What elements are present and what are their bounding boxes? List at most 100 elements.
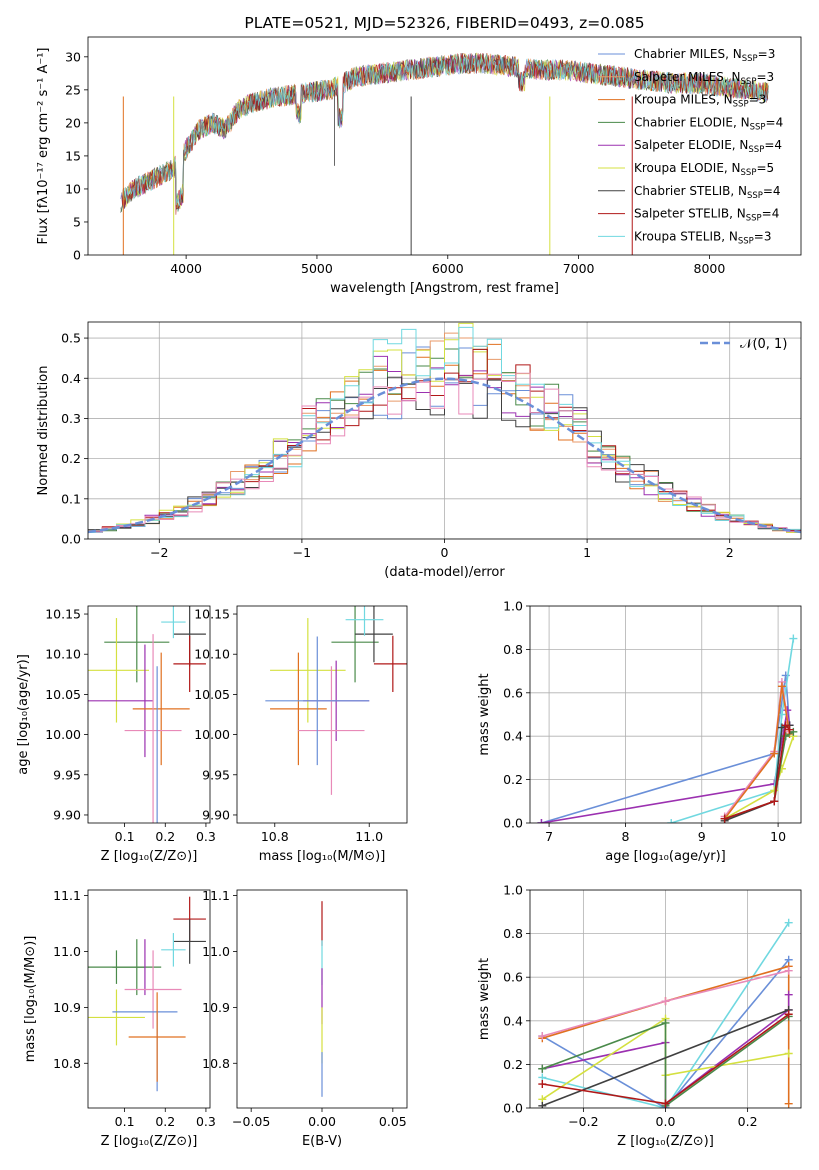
axes-frame [529, 605, 802, 824]
y-axis-label: mass weight [477, 958, 492, 1040]
errorbar-point [161, 606, 186, 639]
panel-4: 10.8 11.0 9.90 9.95 10.00 10.05 10.10 10.15 mass… [194, 605, 408, 864]
weight-marker [661, 1018, 670, 1027]
x-tick-label: 0.0 [656, 1114, 676, 1129]
y-axis-label: age [log₁₀(age/yr)] [16, 654, 31, 775]
legend-label: Kroupa ELODIE, NSSP=5 [634, 161, 774, 178]
x-axis-label: mass [log₁₀(M/M⊙)] [259, 849, 386, 864]
y-tick-label: 11.1 [53, 888, 81, 903]
weight-marker [770, 797, 779, 806]
y-axis-label: mass [log₁₀(M/M⊙)] [23, 936, 38, 1063]
y-tick-label: 0.0 [503, 1101, 523, 1116]
weight-line [542, 1015, 790, 1108]
y-tick-label: 10.15 [194, 607, 230, 622]
y-tick-label: 0.2 [503, 772, 523, 787]
y-tick-label: 10.00 [45, 727, 81, 742]
x-axis-label: wavelength [Angstrom, rest frame] [330, 281, 559, 296]
axes-frame [87, 889, 211, 1109]
x-tick-label: 0.2 [738, 1114, 758, 1129]
x-tick-label: 0.1 [115, 1114, 135, 1129]
x-tick-label: −0.2 [568, 1114, 598, 1129]
y-tick-label: 0.4 [503, 1013, 523, 1028]
plot-area [120, 52, 769, 255]
x-tick-label: −2 [150, 545, 168, 560]
x-tick-label: 0.05 [379, 1114, 407, 1129]
y-tick-label: 9.90 [202, 807, 230, 822]
weight-line [724, 723, 791, 820]
weight-line [670, 638, 795, 823]
errorbar-point [270, 652, 327, 766]
weight-marker [789, 634, 798, 643]
weight-marker [720, 814, 729, 823]
x-tick-label: 0 [441, 545, 449, 560]
y-tick-label: 10.9 [202, 1000, 230, 1015]
errorbar-point [161, 933, 186, 967]
weight-marker [667, 819, 676, 823]
x-axis-label: age [log₁₀(age/yr)] [605, 849, 726, 864]
legend-label: Chabrier MILES, NSSP=3 [634, 47, 775, 64]
x-axis-label: (data-model)/error [384, 565, 505, 580]
axes-frame [529, 889, 802, 1109]
weight-marker [784, 1049, 793, 1058]
errorbar-point [331, 606, 379, 683]
weight-line [541, 675, 791, 823]
x-tick-label: 0.3 [196, 829, 216, 844]
x-tick-label: 5000 [301, 261, 333, 276]
y-tick-label: 1.0 [503, 599, 523, 614]
y-tick-label: 0.8 [503, 642, 523, 657]
weight-marker [537, 819, 546, 823]
x-axis-label: E(B-V) [302, 1134, 342, 1149]
legend-label: Chabrier ELODIE, NSSP=4 [634, 115, 783, 132]
panel-1: 4000 5000 6000 7000 8000 0 5 10 15 20 25 30 waveleng… [36, 36, 802, 296]
y-tick-label: 10.8 [53, 1056, 81, 1071]
errorbar-point [124, 950, 182, 1029]
weight-marker [770, 749, 779, 758]
y-tick-label: 1.0 [503, 883, 523, 898]
y-tick-label: 15 [65, 148, 81, 163]
axes-frame [236, 605, 408, 824]
y-tick-label: 0.4 [503, 729, 523, 744]
errorbar-point [132, 652, 190, 766]
x-tick-label: 11.0 [355, 829, 383, 844]
y-tick-label: 10.8 [202, 1056, 230, 1071]
plot-area [265, 606, 407, 795]
panel-7: −0.05 0.00 0.05 10.8 10.9 11.0 11.1 E(B-V) [202, 888, 408, 1149]
y-tick-label: 10.00 [194, 727, 230, 742]
panel-8: −0.2 0.0 0.2 0.0 0.2 0.4 0.6 0.8 1.0 Z [log₁₀(Z/Z… [477, 883, 802, 1149]
weight-marker [784, 990, 793, 999]
y-tick-label: 30 [65, 49, 81, 64]
y-tick-label: 0.8 [503, 926, 523, 941]
y-tick-label: 0.2 [503, 1057, 523, 1072]
y-axis-label: mass weight [477, 673, 492, 755]
y-tick-label: 9.95 [202, 767, 230, 782]
errorbar-point [124, 634, 182, 823]
y-axis-label: Normed distribution [36, 366, 51, 496]
legend-label: Salpeter MILES, NSSP=3 [634, 70, 774, 87]
errorbar-point [298, 666, 365, 795]
x-tick-label: 7000 [563, 261, 595, 276]
axes-frame [87, 605, 211, 824]
errorbar-point [270, 618, 346, 723]
y-tick-label: 20 [65, 115, 81, 130]
legend-label: Chabrier STELIB, NSSP=4 [634, 184, 781, 201]
y-tick-label: 10.05 [45, 687, 81, 702]
y-tick-label: 0.2 [61, 451, 81, 466]
histogram-step [88, 322, 801, 533]
panel-6: 0.1 0.2 0.3 10.8 10.9 11.0 11.1 Z [log₁₀(Z/Z⊙)]… [23, 888, 216, 1149]
y-tick-label: 0.1 [61, 491, 81, 506]
plot-area [530, 890, 801, 1108]
plot-area [88, 606, 206, 823]
weight-marker [784, 1099, 793, 1108]
x-tick-label: 0.3 [196, 1114, 216, 1129]
axes-frame [87, 36, 802, 256]
panel-3: 0.1 0.2 0.3 9.90 9.95 10.00 10.05 10.10 10.15 Z [… [16, 605, 216, 864]
y-tick-label: 0.6 [503, 685, 523, 700]
y-tick-label: 9.95 [53, 767, 81, 782]
x-tick-label: 0.2 [155, 1114, 175, 1129]
y-tick-label: 0.0 [61, 532, 81, 547]
errorbar-point [112, 939, 162, 996]
weight-line [724, 686, 791, 820]
errorbar-point [355, 606, 393, 663]
weight-line [541, 710, 791, 823]
weight-marker [661, 1099, 670, 1108]
